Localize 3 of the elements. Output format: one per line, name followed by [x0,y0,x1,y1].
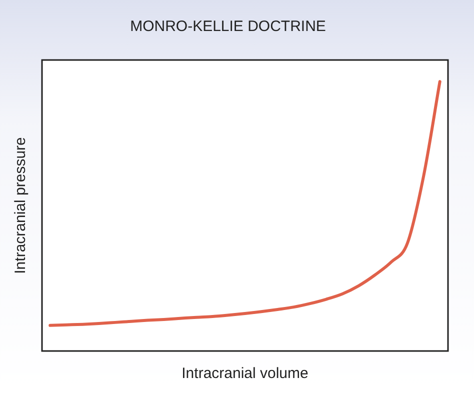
chart-title: MONRO-KELLIE DOCTRINE [130,18,326,36]
y-axis-title: Intracranial pressure [12,137,30,274]
x-axis-title: Intracranial volume [182,365,308,382]
